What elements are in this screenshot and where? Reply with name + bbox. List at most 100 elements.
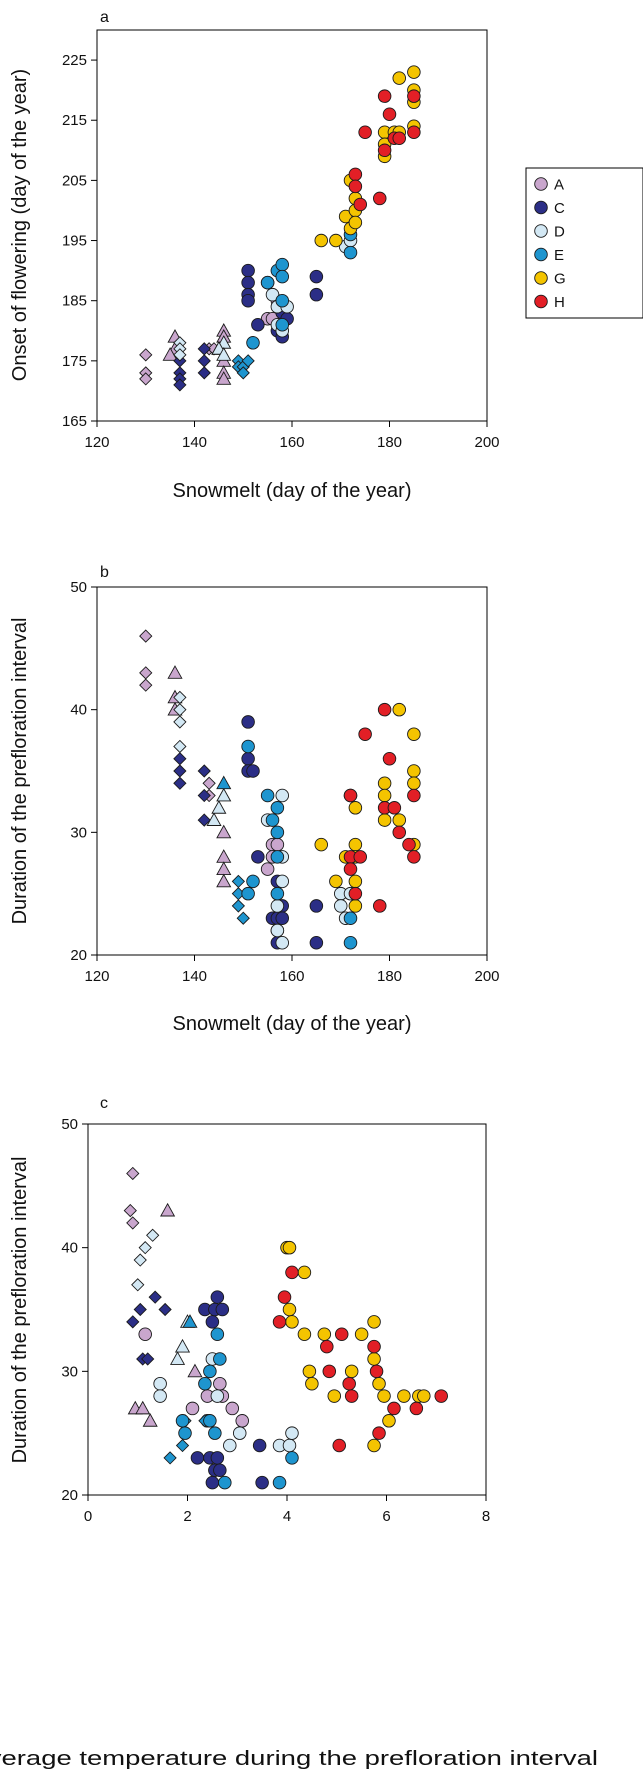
point-d-diamond [173, 715, 187, 729]
point-c-circle [241, 715, 255, 729]
legend-label-a: A [554, 177, 564, 194]
panel-b: b 120 140 160 180 200 20 30 40 50 Snowmelt (day … [9, 564, 500, 1035]
point-g-circle [377, 776, 392, 791]
point-g-circle [392, 71, 407, 85]
point-c-circle [210, 1290, 225, 1304]
x-tick-label: 4 [283, 1508, 291, 1525]
point-d-diamond [133, 1253, 147, 1267]
y-tick-label: 20 [70, 947, 87, 964]
point-g-circle [382, 1414, 396, 1428]
panel-a-plot-frame [96, 29, 488, 422]
point-g-circle [377, 788, 392, 803]
y-tick-label: 175 [62, 353, 87, 370]
point-g-circle [282, 1302, 297, 1317]
point-e-circle [275, 257, 290, 272]
point-e-circle [275, 318, 290, 332]
y-tick-label: 40 [61, 1240, 78, 1257]
legend-label-h: H [554, 294, 565, 311]
point-a-diamond [126, 1216, 140, 1230]
panel-a: a 120 140 160 180 200 165 175 185 195 205 215 225 S… [9, 9, 643, 502]
point-g-circle [348, 837, 363, 852]
point-e-circle [275, 293, 290, 308]
panel-a-y-axis-label: Onset of flowering (day of the year) [9, 69, 31, 381]
point-d-diamond [131, 1278, 145, 1292]
legend-frame [525, 167, 643, 319]
point-d-circle [153, 1389, 167, 1403]
point-a-triangle [216, 824, 232, 839]
point-h-circle [343, 862, 358, 876]
point-a-diamond [123, 1203, 137, 1218]
panel-b-plot-frame [96, 586, 488, 956]
y-tick-label: 30 [70, 824, 87, 841]
point-e-circle [246, 336, 260, 350]
point-a-circle [213, 1376, 227, 1391]
point-g-circle [348, 801, 363, 815]
point-c-circle [241, 293, 255, 308]
point-h-circle [369, 1364, 384, 1379]
point-e-circle [241, 886, 255, 901]
point-h-circle [322, 1364, 337, 1379]
point-g-circle [297, 1265, 312, 1280]
point-a-circle [185, 1401, 200, 1416]
y-tick-label: 20 [61, 1487, 78, 1504]
point-e-circle [270, 850, 285, 864]
point-e-circle [210, 1327, 225, 1341]
point-g-circle [348, 215, 363, 230]
point-d-triangle [174, 1338, 191, 1353]
point-e-diamond [175, 1438, 190, 1453]
point-c-circle [205, 1475, 220, 1490]
legend-marker-a [534, 177, 548, 191]
point-a-diamond [139, 629, 153, 643]
point-a-circle [225, 1401, 240, 1416]
point-h-circle [377, 702, 392, 717]
panel-a-x-axis-label: Snowmelt (day of the year) [173, 480, 412, 502]
y-tick-label: 185 [62, 293, 87, 310]
point-g-circle [397, 1389, 411, 1403]
point-a-circle [270, 837, 285, 852]
point-g-circle [329, 233, 343, 248]
point-h-circle [409, 1401, 424, 1416]
point-e-diamond [163, 1451, 177, 1465]
panel-b-letter: b [100, 564, 109, 581]
point-h-circle [334, 1327, 349, 1341]
point-a-diamond [139, 372, 153, 386]
point-e-diamond [241, 354, 255, 368]
panel-b-x-axis-label: Snowmelt (day of the year) [173, 1013, 412, 1035]
point-d-circle [282, 1438, 297, 1453]
point-c-circle [252, 1438, 267, 1453]
point-c-circle [205, 1315, 220, 1329]
point-c-diamond [197, 354, 211, 368]
point-c-circle [309, 899, 324, 913]
point-c-circle [251, 318, 265, 332]
panel-c-letter: c [100, 1095, 108, 1112]
point-c-circle [309, 935, 324, 950]
point-h-circle [407, 788, 421, 803]
point-h-circle [348, 886, 363, 901]
point-c-diamond [173, 764, 187, 778]
point-a-triangle [216, 849, 232, 863]
x-tick-label: 180 [377, 434, 402, 451]
point-d-circle [265, 287, 280, 302]
point-a-circle [235, 1414, 249, 1428]
point-c-circle [246, 764, 260, 778]
point-g-circle [314, 837, 329, 852]
point-c-diamond [158, 1302, 172, 1317]
y-tick-label: 225 [62, 52, 87, 69]
point-e-diamond [236, 366, 250, 380]
point-e-circle [213, 1352, 227, 1366]
point-d-circle [275, 788, 290, 803]
x-tick-label: 160 [279, 968, 304, 985]
point-a-triangle [162, 347, 178, 361]
point-g-circle [377, 1389, 391, 1403]
point-g-circle [377, 813, 392, 827]
y-tick-label: 30 [61, 1363, 78, 1380]
point-e-circle [241, 739, 255, 754]
point-e-circle [343, 245, 358, 260]
point-e-diamond [231, 899, 246, 913]
point-d-circle [232, 1426, 247, 1440]
point-a-triangle [216, 861, 232, 876]
point-h-circle [348, 167, 363, 182]
point-a-triangle [167, 665, 183, 679]
point-d-triangle [216, 347, 232, 361]
